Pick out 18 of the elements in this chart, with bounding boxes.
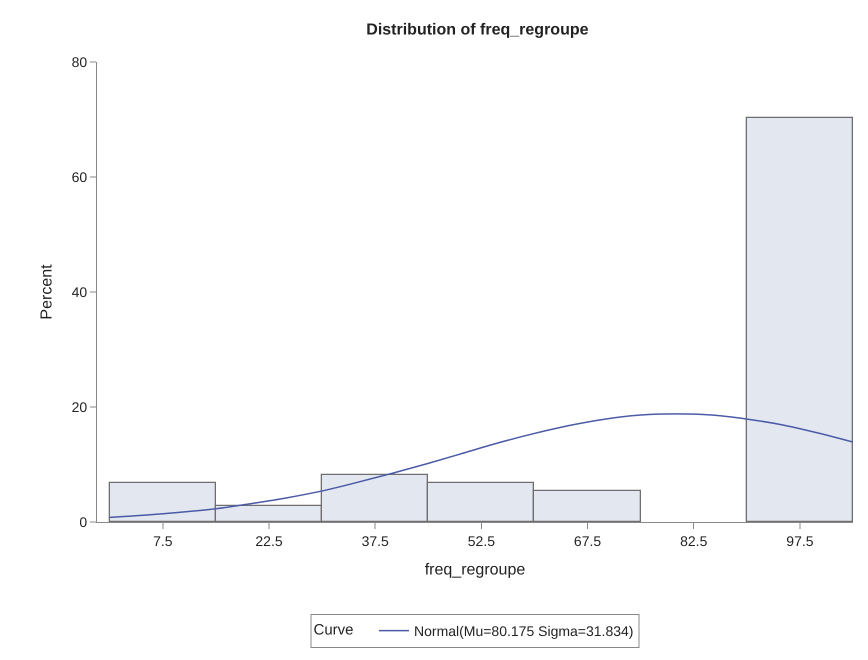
x-tick-label: 67.5 — [574, 532, 602, 549]
x-tick-label: 82.5 — [680, 532, 708, 549]
x-tick-label: 37.5 — [362, 532, 390, 549]
x-tick-label: 97.5 — [786, 532, 814, 549]
x-axis-title: freq_regroupe — [424, 562, 526, 578]
legend-title: Curve — [314, 622, 366, 638]
legend-label: Normal(Mu=80.175 Sigma=31.834) — [414, 623, 634, 640]
y-tick-label: 80 — [72, 54, 88, 70]
y-tick-label: 0 — [79, 514, 88, 530]
x-tick-label: 52.5 — [468, 532, 496, 549]
y-axis-title: Percent — [38, 264, 56, 320]
chart-title: Distribution of freq_regroupe — [366, 21, 589, 38]
y-tick-label: 20 — [72, 398, 88, 415]
y-tick-label: 40 — [72, 284, 88, 300]
line-series — [108, 413, 853, 518]
x-tick-label: 22.5 — [255, 532, 283, 549]
y-tick-label: 60 — [72, 168, 88, 185]
x-tick-label: 7.5 — [153, 532, 173, 549]
